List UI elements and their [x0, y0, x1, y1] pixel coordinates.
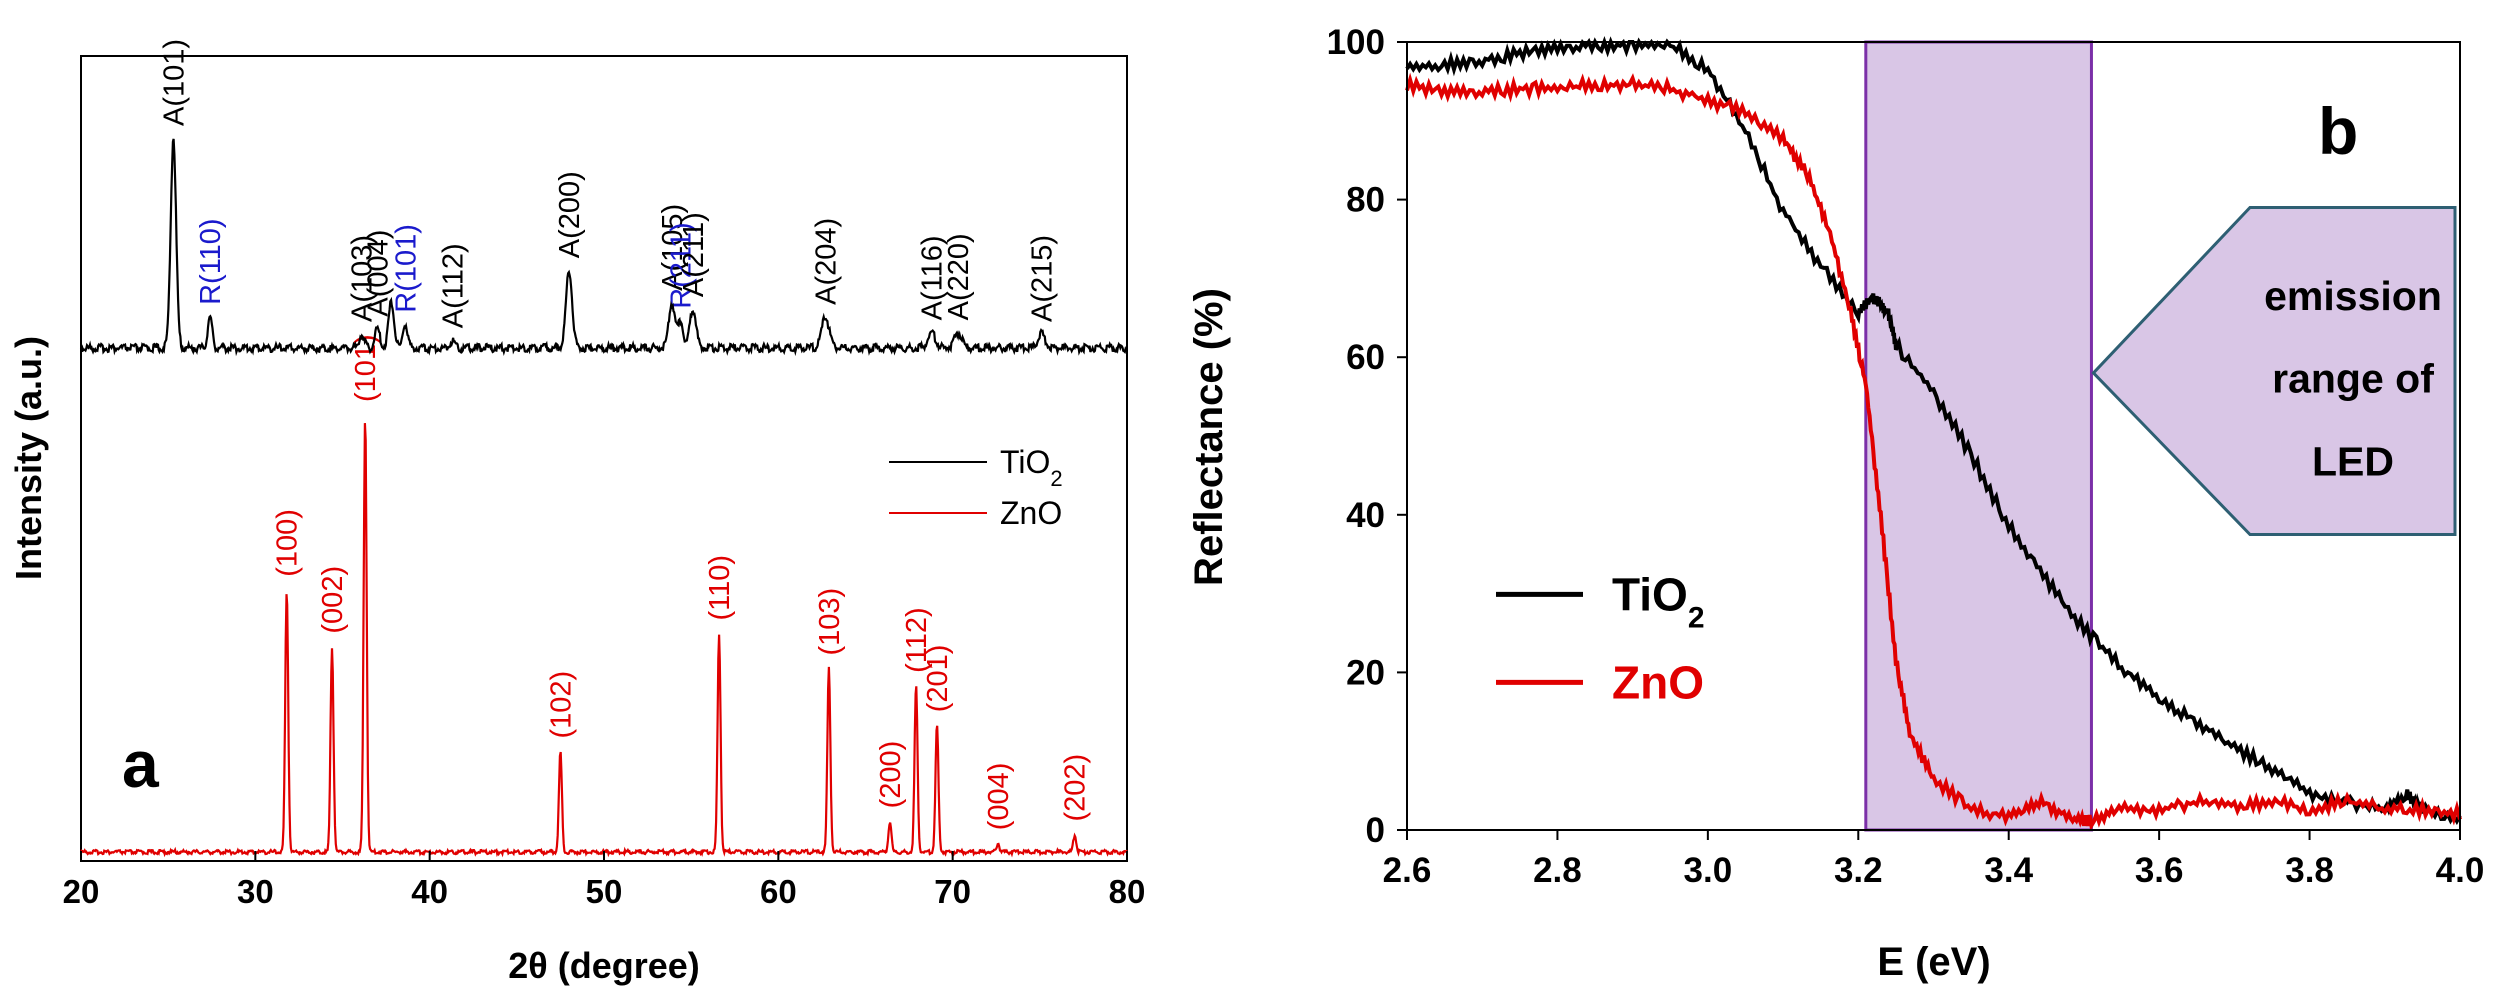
peak-label: A(200)	[554, 171, 586, 258]
x-tick-label: 70	[934, 873, 971, 910]
y-tick-label: 80	[1346, 181, 1385, 220]
x-tick-label: 2.8	[1533, 851, 1582, 890]
callout-line-2: range of	[2272, 356, 2434, 402]
panel-b-letter: b	[2318, 94, 2358, 168]
panel-a-y-axis-title: Intensity (a.u.)	[8, 336, 49, 580]
legend-label: TiO2	[1612, 568, 1705, 634]
x-tick-label: 60	[760, 873, 797, 910]
peak-label: R(101)	[390, 224, 422, 313]
peak-label: (110)	[704, 555, 736, 621]
peak-label: A(112)	[437, 243, 469, 328]
legend-label: TiO2	[1000, 444, 1063, 491]
series-line-tio2	[1405, 35, 2462, 826]
x-tick-label: 3.2	[1834, 851, 1883, 890]
peak-label: (112)	[901, 607, 933, 673]
panel-a-plot-frame	[80, 55, 1128, 862]
panel-a-x-axis-title: 2θ (degree)	[508, 945, 700, 986]
x-tick-label: 4.0	[2436, 851, 2485, 890]
x-tick-label: 40	[411, 873, 448, 910]
x-tick-label: 80	[1109, 873, 1146, 910]
x-tick-label: 30	[237, 873, 274, 910]
x-tick-label: 3.6	[2135, 851, 2184, 890]
panel-b-reflectance-chart: 2.6 2.8 3.0 3.2 3.4 3.6 3.8 4.0 0 20 40 60 80 100 E (…	[1187, 23, 2484, 984]
y-tick-label: 60	[1346, 338, 1385, 377]
callout-line-3: LED	[2312, 438, 2394, 484]
panel-a-letter: a	[122, 727, 160, 801]
peak-label: A(211)	[678, 212, 710, 297]
y-tick-label: 20	[1346, 653, 1385, 692]
peak-label: R(211)	[666, 222, 698, 309]
peak-label: A(215)	[1027, 235, 1059, 322]
peak-label: (100)	[272, 509, 304, 577]
panel-a-x-ticks: 20 30 40 50 60 70 80	[63, 851, 1146, 910]
x-tick-label: 3.4	[1984, 851, 2033, 890]
peak-label: (103)	[814, 588, 846, 656]
legend-label: ZnO	[1612, 656, 1704, 708]
panel-b-x-axis-title: E (eV)	[1877, 940, 1990, 984]
y-tick-label: 40	[1346, 496, 1385, 535]
series-line-zno	[79, 423, 1128, 858]
peak-label: A(116)	[917, 236, 949, 321]
legend-label: ZnO	[1000, 495, 1062, 531]
callout-line-1: emission	[2264, 273, 2442, 319]
emission-range-callout: emission range of LED	[2091, 205, 2457, 536]
panel-a-peak-labels: A(101) R(110) A(103)A(004)R(101) A(112) A(20…	[158, 39, 1091, 830]
x-tick-label: 3.8	[2285, 851, 2334, 890]
panel-b-legend: TiO2 ZnO	[1496, 568, 1705, 708]
y-tick-label: 100	[1327, 23, 1385, 62]
y-tick-label: 0	[1366, 811, 1385, 850]
x-tick-label: 50	[586, 873, 623, 910]
peak-label: (202)	[1060, 754, 1092, 822]
peak-label: R(110)	[195, 218, 227, 305]
x-tick-label: 20	[63, 873, 100, 910]
peak-label: (102)	[545, 671, 577, 739]
peak-label: (200)	[875, 741, 907, 809]
peak-label: A(101)	[158, 39, 190, 126]
panel-b-ticks: 2.6 2.8 3.0 3.2 3.4 3.6 3.8 4.0 0 20 40 60 80 100	[1327, 23, 2485, 890]
panel-b-series	[1405, 35, 2462, 832]
peak-label: A(204)	[810, 218, 842, 305]
panel-a-legend: TiO2 ZnO	[889, 444, 1063, 531]
peak-label: A(103)	[347, 235, 379, 322]
panel-b-y-axis-title: Reflectance (%)	[1187, 288, 1231, 586]
peak-label: A(220)	[943, 233, 975, 320]
peak-label: (201)	[922, 645, 954, 713]
peak-label: A(004)	[362, 230, 394, 317]
series-line-zno	[1405, 72, 2462, 832]
led-emission-shaded-region	[1864, 40, 2093, 832]
peak-label: A(105)	[657, 204, 689, 291]
x-tick-label: 2.6	[1383, 851, 1432, 890]
peak-label: (002)	[317, 566, 349, 634]
panel-b-plot-frame	[1406, 41, 2461, 831]
series-line-tio2	[79, 138, 1128, 357]
peak-label: (004)	[983, 763, 1015, 831]
x-tick-label: 3.0	[1684, 851, 1733, 890]
callout-arrow-shape	[2091, 205, 2457, 536]
panel-a-xrd-chart: A(101) R(110) A(103)A(004)R(101) A(112) A(20…	[8, 39, 1145, 986]
